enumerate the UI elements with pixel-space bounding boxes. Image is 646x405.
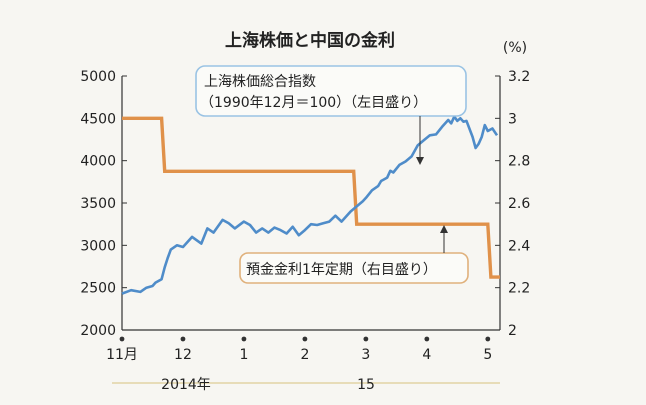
right-tick-label: 2.8 [508, 154, 530, 170]
x-tick-dot [363, 336, 369, 342]
x-tick-label: 1 [239, 347, 248, 363]
series-line-shanghai-index [121, 115, 499, 295]
right-tick-label: 2.6 [508, 196, 530, 212]
rate-leader-arrow [440, 225, 448, 233]
axes: 5000 4500 4000 3500 3000 2500 2000 3.2 3 2.8 2.6 2.… [80, 69, 530, 393]
chart-title: 上海株価と中国の金利 [225, 30, 395, 51]
x-tick-label: 12 [174, 347, 192, 363]
x-tick-label: 3 [361, 347, 370, 363]
series-line-deposit-rate [122, 116, 500, 279]
index-legend-text: （1990年12月＝100）（左目盛り） [200, 95, 427, 111]
left-tick-label: 2000 [80, 323, 116, 339]
right-tick-label: 3.2 [508, 69, 530, 85]
left-tick-label: 4000 [80, 154, 116, 170]
data-lines [121, 115, 500, 295]
rate-legend-text: 預金金利1年定期（右目盛り） [246, 262, 437, 278]
right-axis-unit: (%) [503, 40, 527, 56]
rate-legend-box [239, 252, 469, 284]
x-tick-dot [485, 336, 491, 342]
left-tick-label: 3500 [80, 196, 116, 212]
left-tick-label: 5000 [80, 69, 116, 85]
x-tick-dot [180, 336, 186, 342]
year-label: 15 [357, 377, 375, 393]
right-tick-label: 2 [508, 323, 517, 339]
index-leader-arrow [416, 157, 424, 165]
left-tick-label: 4500 [80, 111, 116, 127]
x-tick-dot [119, 336, 125, 342]
x-tick-label: 4 [422, 347, 431, 363]
right-tick-label: 2.2 [508, 281, 530, 297]
index-legend-box [195, 65, 467, 117]
left-tick-label: 2500 [80, 281, 116, 297]
x-tick-dot [302, 336, 308, 342]
right-tick-label: 2.4 [508, 238, 530, 254]
index-legend-text: 上海株価総合指数 [204, 74, 316, 90]
x-tick-label: 2 [300, 347, 309, 363]
x-tick-dot [241, 336, 247, 342]
x-tick-dot [424, 336, 430, 342]
left-tick-label: 3000 [80, 238, 116, 254]
x-tick-label: 11月 [106, 347, 138, 363]
right-tick-label: 3 [508, 111, 517, 127]
annotations: 上海株価総合指数 （1990年12月＝100）（左目盛り） 預金金利1年定期（右目盛… [195, 65, 469, 284]
x-tick-label: 5 [483, 347, 492, 363]
year-label: 2014年 [161, 377, 211, 393]
